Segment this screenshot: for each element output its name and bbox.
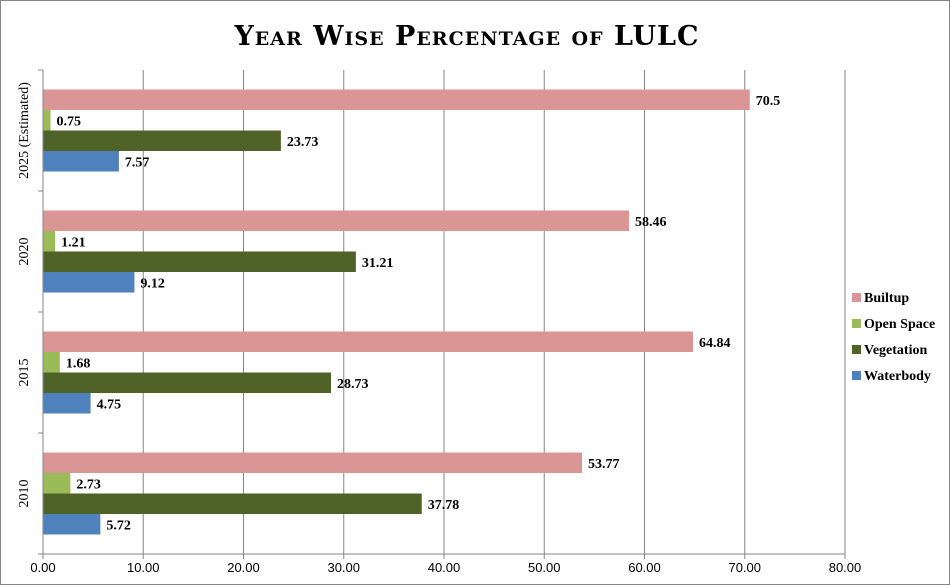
bar-vegetation: [43, 130, 281, 151]
bar-builtup: [43, 210, 630, 231]
legend-label: Waterbody: [864, 369, 931, 384]
data-label: 70.5: [756, 94, 781, 109]
data-label: 58.46: [635, 215, 667, 230]
y-tick-label: 2020: [17, 238, 32, 266]
y-tick-label: 2010: [17, 480, 32, 508]
bar-vegetation: [43, 493, 422, 514]
x-tick-label: 40.00: [428, 560, 461, 575]
bar-open-space: [43, 231, 56, 252]
data-label: 0.75: [57, 114, 82, 129]
y-tick-label: 2015: [17, 359, 32, 387]
legend-swatch: [852, 371, 861, 380]
bar-vegetation: [43, 372, 332, 393]
data-label: 23.73: [287, 135, 319, 150]
y-tick-label: 2025 (Estimated): [17, 82, 32, 179]
data-label: 28.73: [337, 377, 369, 392]
x-tick-label: 70.00: [728, 560, 761, 575]
data-labels: 5.72 37.78 2.73 53.77 4.75 28.73 1.68 64.84 9.12…: [57, 94, 781, 534]
bar-builtup: [43, 331, 694, 352]
x-tick-label: 30.00: [327, 560, 360, 575]
legend-label: Vegetation: [864, 343, 927, 358]
data-label: 4.75: [97, 397, 122, 412]
legend-label: Open Space: [864, 317, 935, 332]
bar-vegetation: [43, 251, 356, 272]
data-label: 31.21: [362, 256, 394, 271]
bar-waterbody: [43, 514, 101, 535]
data-label: 37.78: [428, 498, 460, 513]
chart-title: Year Wise Percentage of LULC: [234, 21, 700, 52]
legend-swatch: [852, 293, 861, 302]
x-tick-label: 80.00: [829, 560, 862, 575]
bar-waterbody: [43, 151, 119, 172]
data-label: 1.68: [66, 356, 91, 371]
legend: Builtup Open Space Vegetation Waterbody: [852, 291, 935, 384]
legend-swatch: [852, 345, 861, 354]
bar-builtup: [43, 89, 750, 110]
data-label: 2.73: [76, 477, 101, 492]
data-label: 64.84: [699, 336, 731, 351]
bar-open-space: [43, 110, 51, 131]
bar-waterbody: [43, 272, 135, 293]
x-tick-label: 60.00: [628, 560, 661, 575]
legend-swatch: [852, 319, 861, 328]
bar-open-space: [43, 352, 60, 373]
data-label: 5.72: [106, 518, 131, 533]
bar-waterbody: [43, 393, 91, 414]
legend-label: Builtup: [864, 291, 909, 306]
x-tick-label: 0.00: [30, 560, 55, 575]
data-label: 1.21: [61, 235, 86, 250]
x-tick-label: 50.00: [528, 560, 561, 575]
data-label: 53.77: [588, 457, 620, 472]
bars: [43, 89, 750, 535]
data-label: 7.57: [125, 155, 150, 170]
x-tick-label: 10.00: [127, 560, 160, 575]
x-tick-label: 20.00: [227, 560, 260, 575]
bar-open-space: [43, 473, 71, 494]
bar-builtup: [43, 452, 583, 473]
data-label: 9.12: [140, 276, 165, 291]
axes: 0.00 10.00 20.00 30.00 40.00 50.00 60.00 70.00 8…: [17, 69, 862, 575]
